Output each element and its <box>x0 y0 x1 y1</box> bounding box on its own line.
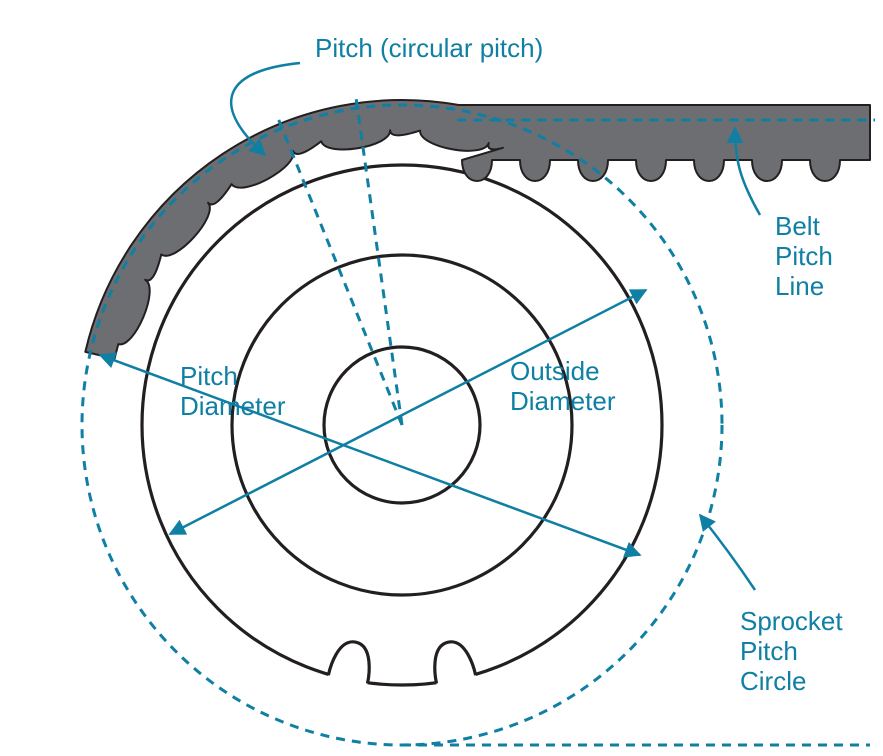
label-belt-pitch-3: Line <box>775 271 824 301</box>
label-belt-pitch-1: Belt <box>775 211 821 241</box>
label-outside-diameter-1: Outside <box>510 356 600 386</box>
label-sprocket-pitch-2: Pitch <box>740 636 798 666</box>
label-sprocket-pitch-3: Circle <box>740 666 806 696</box>
label-sprocket-pitch-1: Sprocket <box>740 606 843 636</box>
label-pitch-diameter-1: Pitch <box>180 361 238 391</box>
label-circular-pitch: Pitch (circular pitch) <box>315 33 543 63</box>
label-pitch-diameter-2: Diameter <box>180 391 286 421</box>
label-belt-pitch-2: Pitch <box>775 241 833 271</box>
label-outside-diameter-2: Diameter <box>510 386 616 416</box>
